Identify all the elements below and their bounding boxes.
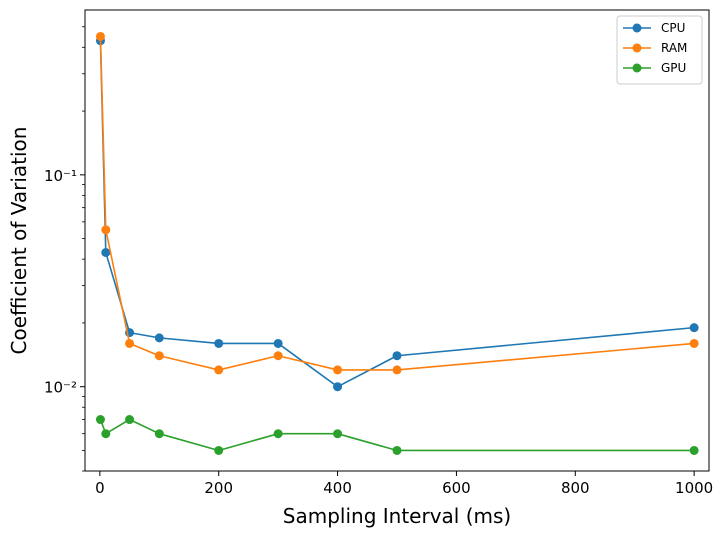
data-point-ram [125, 338, 135, 348]
data-point-gpu [95, 415, 105, 425]
legend-label: GPU [661, 61, 686, 75]
y-tick-label: 10⁻¹ [44, 167, 77, 185]
data-point-gpu [125, 415, 135, 425]
legend-marker [632, 43, 642, 53]
data-point-ram [95, 31, 105, 41]
data-point-cpu [101, 248, 111, 257]
data-point-gpu [689, 445, 699, 455]
data-point-ram [333, 365, 343, 375]
data-point-gpu [154, 429, 164, 439]
x-tick-label: 800 [561, 479, 590, 497]
x-tick-label: 1000 [675, 479, 713, 497]
x-tick-label: 0 [95, 479, 105, 497]
legend-marker [632, 63, 642, 73]
data-point-ram [689, 338, 699, 348]
legend-label: RAM [661, 41, 687, 55]
data-point-gpu [333, 429, 343, 439]
data-point-cpu [214, 338, 224, 348]
legend-marker [632, 23, 642, 33]
data-point-ram [154, 351, 164, 361]
data-point-cpu [392, 351, 402, 361]
plot-frame [84, 9, 710, 472]
data-point-cpu [273, 338, 283, 348]
data-point-gpu [214, 445, 224, 455]
legend-box [616, 15, 703, 85]
data-point-gpu [101, 429, 111, 439]
x-axis-title: Sampling Interval (ms) [283, 504, 511, 528]
data-point-cpu [689, 323, 699, 333]
y-tick-label: 10⁻² [44, 379, 77, 397]
legend-item-cpu: CPU [623, 21, 685, 35]
legend-item-ram: RAM [623, 41, 687, 55]
data-point-ram [214, 365, 224, 375]
series-ram [95, 31, 699, 375]
legend-label: CPU [661, 21, 685, 35]
legend: CPU RAM GPU [616, 15, 703, 85]
data-point-cpu [333, 382, 343, 392]
series-gpu [95, 415, 699, 455]
data-point-cpu [154, 333, 164, 343]
x-tick-label: 200 [204, 479, 233, 497]
data-point-ram [273, 351, 283, 361]
y-axis-title: Coefficient of Variation [7, 127, 31, 355]
x-tick-label: 400 [323, 479, 352, 497]
data-point-ram [392, 365, 402, 375]
legend-item-gpu: GPU [623, 61, 686, 75]
series-cpu [95, 36, 699, 392]
x-tick-label: 600 [442, 479, 471, 497]
data-point-ram [101, 225, 111, 235]
data-point-gpu [273, 429, 283, 439]
data-point-gpu [392, 445, 402, 455]
